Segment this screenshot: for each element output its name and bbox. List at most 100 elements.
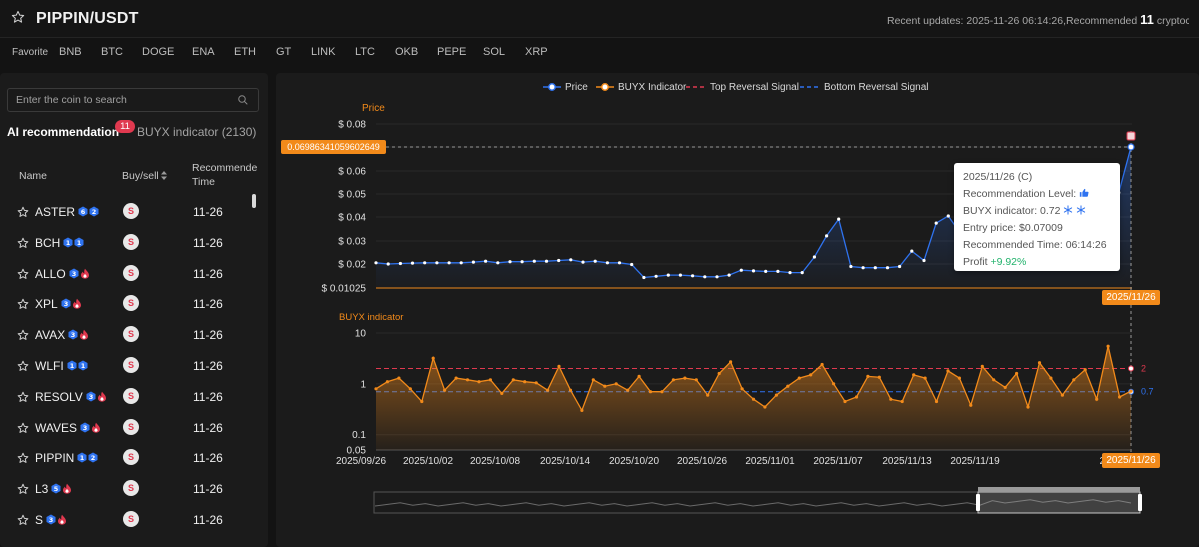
level-badge-icon: 3	[69, 268, 79, 279]
price-point	[861, 266, 865, 270]
price-y-tick: $ 0.01025	[322, 284, 367, 295]
top-bar: PIPPIN/USDT Recent updates: 2025-11-26 0…	[0, 0, 1199, 38]
legend-bottom-reversal[interactable]: Bottom Reversal Signal	[800, 82, 929, 93]
top-reversal-marker	[1128, 365, 1134, 372]
x-tick-label: 2025/11/07	[813, 456, 863, 467]
coin-name: AVAX	[35, 328, 66, 343]
favorite-coin-tab[interactable]: DOGE	[142, 46, 175, 58]
coin-row[interactable]: WAVES 3 S 11-26	[0, 413, 248, 443]
buyx-point	[729, 360, 733, 364]
flame-badge-icon	[58, 514, 67, 525]
buyx-point	[717, 371, 721, 376]
favorite-coin-tab[interactable]: LINK	[311, 46, 336, 58]
favorite-star-icon[interactable]	[11, 10, 25, 24]
price-point	[532, 259, 536, 263]
coin-row[interactable]: BCH 1 1 S 11-26	[0, 228, 248, 258]
level-badge-icon: 2	[89, 206, 99, 217]
coin-row[interactable]: AVAX 3 S 11-26	[0, 320, 248, 350]
tooltip-date: 2025/11/26 (C)	[963, 171, 1033, 183]
zoom-handle-left[interactable]	[976, 494, 980, 511]
favorite-coin-tab[interactable]: ETH	[234, 46, 256, 58]
coin-row[interactable]: L3 5 S 11-26	[0, 474, 248, 504]
tab-ai-recommendation[interactable]: AI recommendation	[7, 125, 120, 139]
legend-buyx[interactable]: BUYX Indicator	[596, 82, 686, 93]
row-star-icon[interactable]	[17, 206, 29, 218]
price-point	[544, 259, 549, 263]
buyx-point	[511, 378, 515, 382]
zoom-slider-top-bar[interactable]	[978, 487, 1140, 492]
favorite-coin-tab[interactable]: BNB	[59, 46, 82, 58]
ai-recommendation-badge: 11	[115, 120, 135, 133]
svg-text:3: 3	[63, 300, 68, 308]
row-star-icon[interactable]	[17, 422, 29, 434]
search-icon[interactable]	[237, 94, 249, 106]
favorite-coin-tab[interactable]: LTC	[355, 46, 375, 58]
coin-row[interactable]: ALLO 3 S 11-26	[0, 259, 248, 289]
row-star-icon[interactable]	[17, 483, 29, 495]
row-star-icon[interactable]	[17, 268, 29, 280]
legend-price[interactable]: Price	[543, 82, 588, 93]
row-star-icon[interactable]	[17, 298, 29, 310]
tab-buyx-indicator[interactable]: BUYX indicator (2130)	[137, 125, 257, 139]
price-point	[910, 249, 914, 253]
column-header-buy-sell[interactable]: Buy/sell	[122, 169, 167, 183]
sort-icon[interactable]	[160, 171, 167, 180]
recent-prefix: Recent updates: 2025-11-26 06:14:26,Reco…	[887, 15, 1141, 27]
price-point	[898, 264, 902, 269]
price-point	[447, 261, 451, 265]
legend-buyx-icon	[596, 83, 614, 92]
coin-row[interactable]: S 3 S 11-26	[0, 505, 248, 535]
favorite-coin-tab[interactable]: PEPE	[437, 46, 467, 58]
legend-top-reversal[interactable]: Top Reversal Signal	[686, 82, 799, 93]
buyx-point	[786, 384, 790, 388]
row-star-icon[interactable]	[17, 360, 29, 372]
price-point	[812, 255, 817, 259]
x-tick-label: 2025/11/19	[950, 456, 1000, 467]
favorite-coin-tab[interactable]: ENA	[192, 46, 215, 58]
buyx-point	[1129, 389, 1133, 393]
price-y-tick: $ 0.05	[338, 190, 366, 201]
zoom-slider-window[interactable]	[977, 491, 1141, 514]
price-point	[459, 261, 463, 265]
row-star-icon[interactable]	[17, 514, 29, 526]
coin-badges: 3	[46, 514, 68, 526]
zoom-handle-right[interactable]	[1138, 494, 1142, 511]
favorite-coin-tab[interactable]: SOL	[483, 46, 506, 58]
favorite-coin-tab[interactable]: XRP	[525, 46, 548, 58]
coin-row[interactable]: XPL 3 S 11-26	[0, 289, 248, 319]
buyx-point	[443, 388, 447, 392]
favorite-coin-tab[interactable]: OKB	[395, 46, 419, 58]
list-scrollbar[interactable]	[252, 194, 256, 208]
buyx-point	[1083, 368, 1087, 372]
search-input[interactable]	[16, 93, 236, 107]
coin-name: BCH	[35, 235, 61, 250]
buyx-point	[546, 388, 550, 392]
row-star-icon[interactable]	[17, 329, 29, 341]
level-badge-icon: 3	[68, 329, 78, 340]
row-star-icon[interactable]	[17, 452, 29, 464]
coin-row[interactable]: RESOLV 3 S 11-26	[0, 382, 248, 412]
buyx-point	[992, 378, 996, 382]
buyx-point	[557, 364, 561, 368]
row-star-icon[interactable]	[17, 391, 29, 403]
sell-badge-label: S	[127, 206, 134, 216]
row-star-icon[interactable]	[17, 237, 29, 249]
coin-row[interactable]: PIPPIN 1 2 S 11-26	[0, 443, 248, 473]
price-point	[788, 271, 792, 275]
favorite-coin-tab[interactable]: BTC	[101, 46, 123, 58]
buyx-point	[1003, 385, 1007, 389]
favorite-coin-tab[interactable]: GT	[276, 46, 292, 58]
coin-row[interactable]: ASTER 6 2 S 11-26	[0, 197, 248, 227]
legend-price-label: Price	[565, 82, 588, 93]
coin-row[interactable]: WLFI 1 1 S 11-26	[0, 351, 248, 381]
tooltip-level: Recommendation Level:	[963, 188, 1089, 200]
price-point	[691, 274, 695, 278]
crosshair-date-label-buyx: 2025/11/26	[1102, 453, 1160, 468]
buyx-point	[648, 390, 653, 394]
buyx-point	[923, 376, 927, 380]
price-buyx-chart[interactable]: Price$ 0.08$ 0.07$ 0.06$ 0.05$ 0.04$ 0.0…	[276, 73, 1199, 547]
price-point	[825, 234, 829, 238]
buyx-point	[934, 399, 939, 404]
price-y-tick: $ 0.04	[338, 213, 366, 224]
